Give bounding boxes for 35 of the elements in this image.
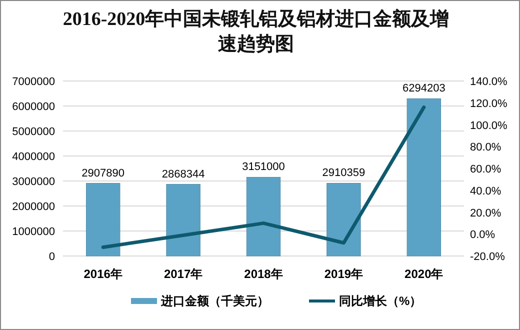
- y2-tick-label: 140.0%: [470, 76, 508, 88]
- data-label: 6294203: [402, 82, 446, 95]
- x-tick-label: 2016年: [84, 267, 122, 281]
- y-tick-label: 4000000: [12, 151, 55, 163]
- bar: [406, 98, 441, 256]
- x-tick-label: 2019年: [324, 267, 364, 281]
- y-tick-label: 1000000: [12, 226, 55, 238]
- data-label: 3151000: [242, 161, 285, 174]
- y2-tick-label: 20.0%: [470, 207, 502, 220]
- legend-label: 同比增长（%）: [339, 294, 422, 308]
- y-tick-label: 2000000: [12, 201, 55, 213]
- y2-tick-label: 120.0%: [470, 98, 508, 110]
- data-label: 2907890: [82, 167, 125, 180]
- y-tick-label: 6000000: [12, 101, 55, 113]
- legend-label: 进口金额（千美元）: [160, 294, 269, 308]
- x-tick-label: 2018年: [244, 267, 283, 281]
- y2-tick-label: 60.0%: [470, 164, 502, 176]
- bar: [246, 176, 281, 256]
- bar: [326, 182, 361, 256]
- y2-tick-label: 100.0%: [470, 120, 508, 132]
- bar: [86, 183, 120, 256]
- data-label: 2910359: [322, 167, 366, 180]
- bar: [166, 184, 200, 256]
- y-tick-label: 5000000: [12, 126, 55, 138]
- y2-tick-label: 0.0%: [470, 229, 496, 242]
- y-tick-label: 7000000: [12, 76, 55, 88]
- y2-tick-label: 40.0%: [470, 185, 502, 198]
- y-tick-label: 0: [48, 251, 55, 263]
- x-tick-label: 2017年: [164, 267, 203, 281]
- y2-tick-label: 80.0%: [470, 142, 502, 154]
- x-tick-label: 2020年: [404, 267, 444, 281]
- y-tick-label: 3000000: [12, 176, 55, 188]
- data-label: 2868344: [162, 168, 205, 180]
- chart-title: 2016-2020年中国未锻轧铝及铝材进口金额及增速趋势图: [62, 8, 450, 57]
- y2-tick-label: -20.0%: [470, 251, 506, 263]
